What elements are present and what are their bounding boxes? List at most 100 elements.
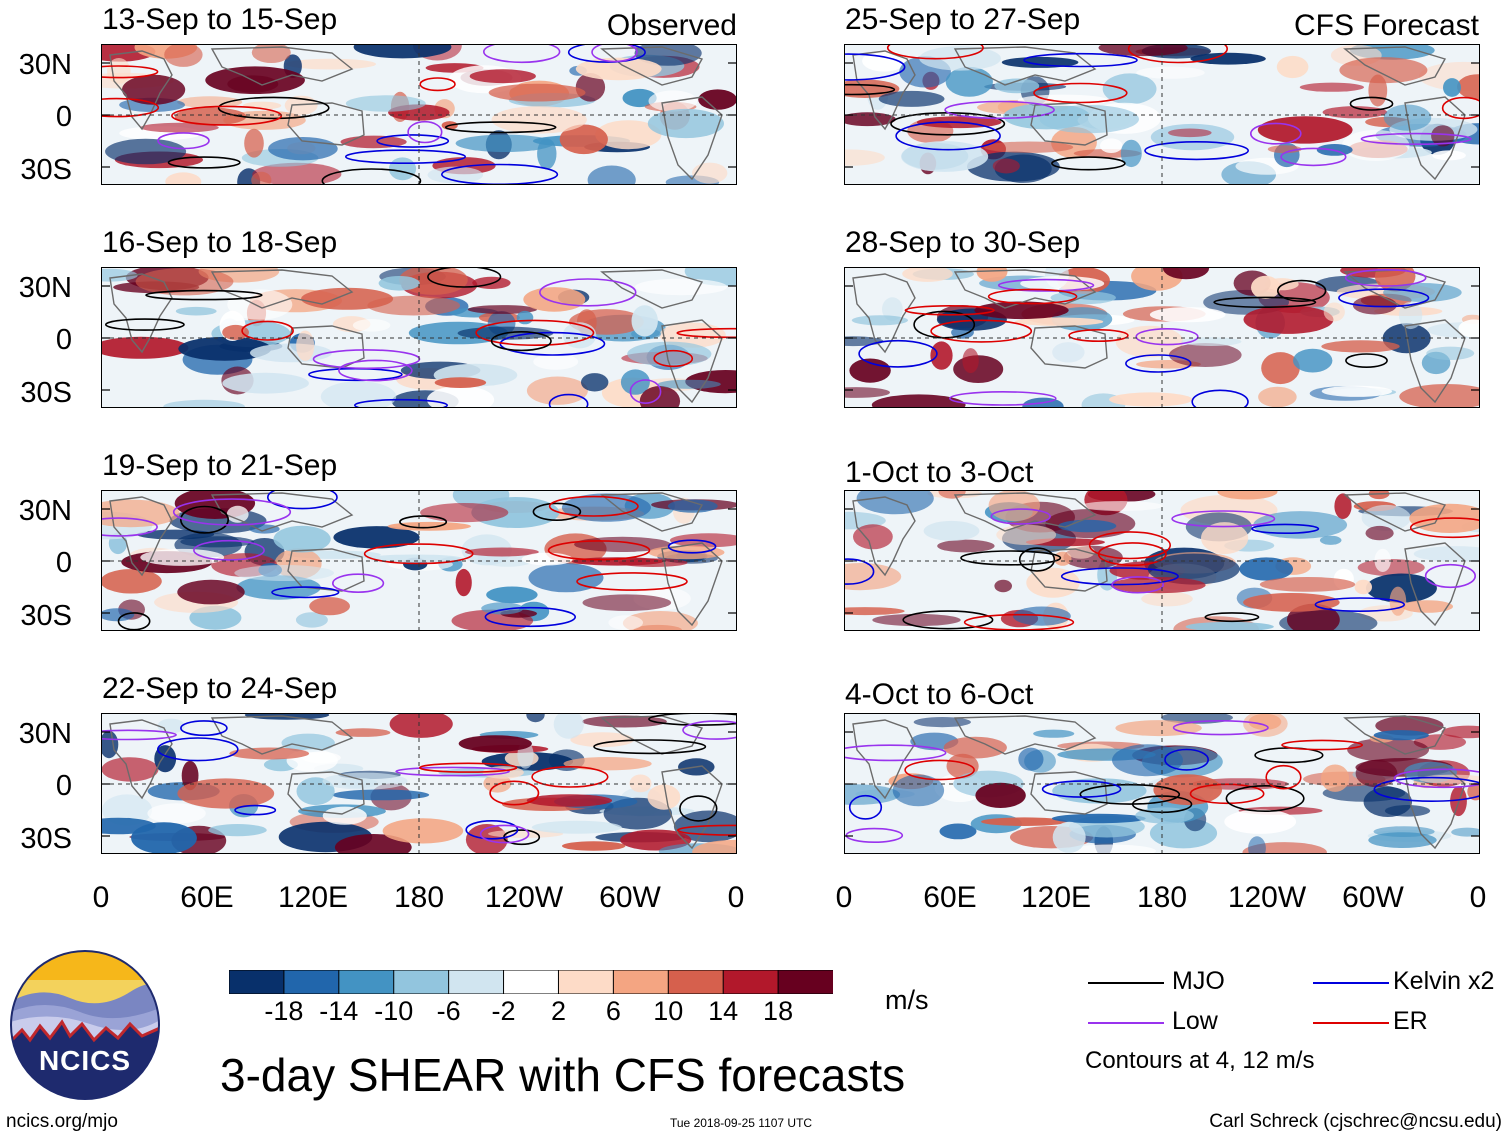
- colorbar-tick-3: -6: [436, 996, 461, 1026]
- wave-contour: [960, 550, 1062, 566]
- shear-blob: [692, 839, 736, 853]
- wave-contour: [441, 163, 559, 184]
- shear-blob: [285, 58, 376, 70]
- shear-blob: [533, 353, 579, 370]
- wave-contour: [376, 134, 450, 148]
- wave-contour: [1338, 288, 1430, 308]
- shear-blob: [309, 597, 350, 616]
- panel-title-3: 19-Sep to 21-Sep: [102, 449, 338, 482]
- map-panel-2: [101, 267, 737, 408]
- lon-label-right-180: 180: [1136, 881, 1188, 914]
- coastline: [953, 46, 1097, 86]
- shear-blob: [177, 778, 275, 809]
- shear-blob: [102, 757, 159, 782]
- shear-blob: [923, 520, 980, 541]
- wave-contour: [102, 65, 159, 79]
- shear-blob: [851, 315, 908, 326]
- wave-contour: [1164, 748, 1210, 771]
- colorbar-swatches: [228, 969, 834, 995]
- shear-blob: [378, 276, 420, 291]
- lat-label-30n-2: 30N: [18, 272, 72, 304]
- shear-blob: [1413, 734, 1466, 750]
- shear-blob: [122, 74, 186, 105]
- shear-blob: [332, 789, 430, 801]
- shear-blob: [296, 330, 315, 362]
- shear-blob: [1322, 106, 1388, 119]
- shear-blob: [647, 108, 725, 139]
- shear-blob: [1065, 844, 1156, 853]
- shear-blob: [930, 341, 953, 370]
- shear-blob: [582, 594, 672, 611]
- legend-line-mjo: [1088, 982, 1164, 984]
- wave-contour: [234, 804, 277, 816]
- wave-contour: [682, 720, 736, 740]
- wave-contour: [990, 508, 1051, 525]
- wave-contour: [1280, 147, 1347, 167]
- footer-credit: Carl Schreck (cjschrec@ncsu.edu): [1209, 1111, 1502, 1132]
- shear-blob: [587, 165, 636, 184]
- coastline: [1030, 325, 1108, 369]
- shear-blob: [1373, 730, 1429, 741]
- shear-blob: [1052, 342, 1085, 363]
- shear-blob: [227, 289, 293, 320]
- colorbar: [228, 969, 834, 995]
- shear-blob: [345, 95, 426, 112]
- shear-blob: [140, 548, 225, 566]
- map-panel-5: [844, 44, 1480, 185]
- footer-url[interactable]: ncics.org/mjo: [6, 1111, 118, 1132]
- shear-blob: [1251, 275, 1281, 299]
- wave-contour: [1251, 523, 1320, 534]
- shear-blob: [1276, 55, 1309, 79]
- map-panel-6: [844, 267, 1480, 408]
- shear-blob: [222, 372, 309, 394]
- shear-blob: [469, 69, 536, 84]
- shear-blob: [1150, 123, 1235, 151]
- coastline: [287, 102, 365, 146]
- shear-blob: [1321, 764, 1350, 792]
- shear-blob: [164, 45, 203, 67]
- shear-blob: [1243, 305, 1334, 334]
- colorbar-tick-8: 14: [708, 996, 739, 1026]
- shear-blob: [434, 377, 487, 388]
- map-field: [102, 45, 736, 184]
- shear-blob: [856, 491, 934, 515]
- lon-label-left-120e: 120E: [277, 881, 349, 914]
- wave-contour: [217, 96, 330, 120]
- shear-blob: [465, 547, 539, 557]
- wave-contour: [576, 572, 688, 591]
- wave-contour: [845, 558, 875, 585]
- shear-blob: [845, 149, 885, 166]
- lat-label-30s-2: 30S: [20, 377, 72, 409]
- wave-contour: [338, 359, 413, 382]
- shear-blob: [635, 278, 728, 296]
- shear-blob: [1112, 744, 1183, 777]
- wave-contour: [653, 349, 694, 368]
- shear-blob: [234, 565, 335, 581]
- colorbar-tick-6: 6: [605, 996, 621, 1026]
- coastline: [1030, 548, 1108, 592]
- shear-blob: [1120, 139, 1142, 168]
- colorbar-swatch-6: [557, 969, 615, 995]
- shear-blob: [1136, 66, 1205, 79]
- wave-contour: [105, 318, 185, 331]
- wave-contour: [1373, 776, 1479, 802]
- shear-blob: [1185, 621, 1274, 630]
- shear-blob: [1354, 579, 1372, 595]
- wave-contour: [1409, 517, 1479, 539]
- shear-blob: [581, 373, 609, 392]
- shear-blob: [1321, 385, 1393, 397]
- wave-contour: [180, 720, 228, 737]
- wave-contour: [1023, 52, 1138, 68]
- shear-blob: [208, 824, 267, 837]
- map-field: [102, 268, 736, 407]
- shear-blob: [420, 503, 509, 523]
- shear-blob: [1293, 348, 1333, 373]
- lat-label-30s-4: 30S: [20, 823, 72, 855]
- coastline: [210, 715, 354, 755]
- wave-contour: [1314, 597, 1405, 612]
- wave-contour: [1349, 96, 1394, 111]
- shear-blob: [559, 124, 608, 155]
- shear-blob: [340, 777, 378, 789]
- wave-contour: [1360, 132, 1472, 145]
- shear-blob: [177, 96, 243, 108]
